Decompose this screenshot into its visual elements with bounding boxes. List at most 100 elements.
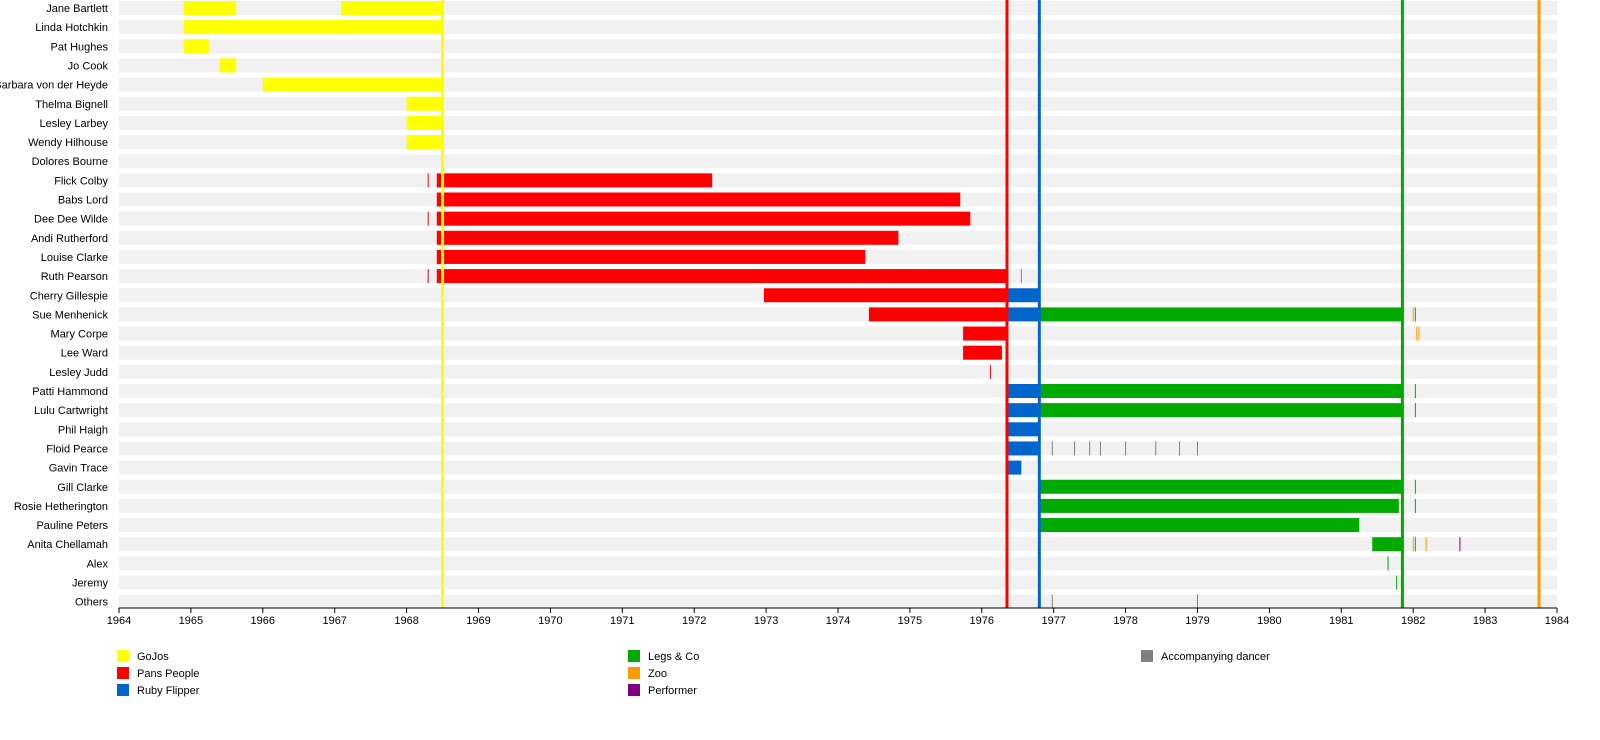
bar-floid-pearce-1 [1006, 441, 1040, 456]
bar-andi-rutherford-1 [436, 230, 899, 245]
member-label-jeremy: Jeremy [72, 578, 109, 590]
bar-babs-lord-1 [436, 192, 961, 207]
x-tick-label-1984: 1984 [1545, 615, 1569, 627]
member-label-others: Others [75, 597, 109, 609]
member-label-louise-clarke: Louise Clarke [41, 252, 108, 264]
row-background-mary-corpe [119, 326, 1557, 341]
row-background-jane-bartlett [119, 1, 1557, 15]
bar-mary-corpe-1 [963, 326, 1007, 341]
bar-sue-menhenick-3 [1039, 307, 1403, 322]
x-tick-label-1981: 1981 [1329, 615, 1353, 627]
x-tick-label-1968: 1968 [394, 615, 418, 627]
row-background-jeremy [119, 575, 1557, 590]
member-label-jane-bartlett: Jane Bartlett [46, 3, 108, 15]
member-label-rosie-hetherington: Rosie Hetherington [14, 501, 108, 513]
bar-lee-ward-1 [963, 345, 1002, 360]
row-background-barbara-von-der-heyde [119, 77, 1557, 92]
x-tick-label-1976: 1976 [970, 615, 994, 627]
member-label-dee-dee-wilde: Dee Dee Wilde [34, 214, 108, 226]
bar-patti-hammond-2 [1039, 384, 1403, 398]
member-label-thelma-bignell: Thelma Bignell [35, 99, 108, 111]
row-background-layer [119, 1, 1557, 609]
member-label-babs-lord: Babs Lord [58, 195, 108, 207]
bar-jo-cook-1 [219, 58, 237, 73]
member-label-wendy-hilhouse: Wendy Hilhouse [28, 137, 108, 149]
legend-swatch-ruby [117, 684, 129, 696]
row-background-floid-pearce [119, 441, 1557, 456]
bar-sue-menhenick-1 [868, 307, 1007, 322]
x-tick-label-1982: 1982 [1401, 615, 1425, 627]
member-label-cherry-gillespie: Cherry Gillespie [30, 290, 108, 302]
row-background-jo-cook [119, 58, 1557, 73]
member-label-dolores-bourne: Dolores Bourne [32, 156, 108, 168]
x-tick-label-1966: 1966 [251, 615, 275, 627]
member-label-gill-clarke: Gill Clarke [57, 482, 108, 494]
membership-bars-layer [183, 1, 1403, 552]
bar-dee-dee-wilde-1 [436, 211, 971, 226]
bar-jane-bartlett-2 [341, 1, 443, 15]
legend-label-legs: Legs & Co [648, 651, 699, 663]
row-background-lee-ward [119, 345, 1557, 360]
bar-lulu-cartwright-1 [1006, 403, 1040, 418]
member-label-anita-chellamah: Anita Chellamah [27, 539, 108, 551]
row-background-dolores-bourne [119, 154, 1557, 169]
member-label-alex: Alex [87, 558, 109, 570]
bar-lulu-cartwright-2 [1039, 403, 1403, 418]
legend-swatch-acc [1141, 650, 1153, 662]
legend-swatch-performer [628, 684, 640, 696]
legend-label-acc: Accompanying dancer [1161, 651, 1270, 663]
row-background-pat-hughes [119, 39, 1557, 54]
x-tick-label-1970: 1970 [538, 615, 562, 627]
bar-ruth-pearson-1 [436, 269, 1007, 284]
era-lines-layer [441, 0, 1541, 608]
x-tick-label-1979: 1979 [1185, 615, 1209, 627]
legend-label-gojos: GoJos [137, 651, 169, 663]
row-background-lesley-judd [119, 364, 1557, 379]
member-labels-layer: Jane Bartlett Linda Hotchkin Pat Hughes Jo … [0, 3, 108, 609]
legend-swatch-zoo [628, 667, 640, 679]
bar-gavin-trace-1 [1006, 460, 1022, 475]
legend-label-ruby: Ruby Flipper [137, 685, 200, 697]
member-label-gavin-trace: Gavin Trace [49, 463, 108, 475]
x-tick-label-1973: 1973 [754, 615, 778, 627]
row-background-others [119, 594, 1557, 609]
member-label-pat-hughes: Pat Hughes [51, 41, 109, 53]
member-label-lee-ward: Lee Ward [61, 348, 108, 360]
legend-swatch-gojos [117, 650, 129, 662]
row-background-wendy-hilhouse [119, 135, 1557, 150]
x-tick-label-1974: 1974 [826, 615, 850, 627]
x-tick-label-1978: 1978 [1113, 615, 1137, 627]
member-label-floid-pearce: Floid Pearce [46, 443, 108, 455]
bar-pauline-peters-1 [1039, 518, 1360, 533]
bar-pat-hughes-1 [183, 39, 209, 54]
x-tick-label-1965: 1965 [179, 615, 203, 627]
row-background-alex [119, 556, 1557, 571]
x-tick-label-1967: 1967 [322, 615, 346, 627]
x-tick-label-1975: 1975 [898, 615, 922, 627]
bar-patti-hammond-1 [1006, 384, 1040, 398]
bar-jane-bartlett-1 [183, 1, 237, 15]
bar-phil-haigh-1 [1006, 422, 1040, 437]
row-background-anita-chellamah [119, 537, 1557, 552]
x-tick-label-1972: 1972 [682, 615, 706, 627]
member-label-jo-cook: Jo Cook [68, 60, 109, 72]
x-tick-label-1964: 1964 [107, 615, 131, 627]
row-background-gavin-trace [119, 460, 1557, 475]
member-label-lesley-judd: Lesley Judd [49, 367, 108, 379]
bar-flick-colby-1 [436, 173, 713, 188]
bar-wendy-hilhouse-1 [406, 135, 443, 150]
legend-label-zoo: Zoo [648, 668, 667, 680]
member-label-pauline-peters: Pauline Peters [36, 520, 108, 532]
member-label-sue-menhenick: Sue Menhenick [32, 309, 108, 321]
legend: GoJos Pans People Ruby Flipper Legs & Co Zoo… [117, 650, 1270, 697]
legend-swatch-pans [117, 667, 129, 679]
member-label-ruth-pearson: Ruth Pearson [41, 271, 108, 283]
member-label-linda-hotchkin: Linda Hotchkin [35, 22, 108, 34]
x-tick-label-1983: 1983 [1473, 615, 1497, 627]
member-label-lesley-larbey: Lesley Larbey [40, 118, 109, 130]
member-label-barbara-von-der-heyde: Barbara von der Heyde [0, 80, 108, 92]
member-label-flick-colby: Flick Colby [54, 175, 108, 187]
bar-thelma-bignell-1 [406, 96, 443, 111]
row-background-lesley-larbey [119, 115, 1557, 130]
